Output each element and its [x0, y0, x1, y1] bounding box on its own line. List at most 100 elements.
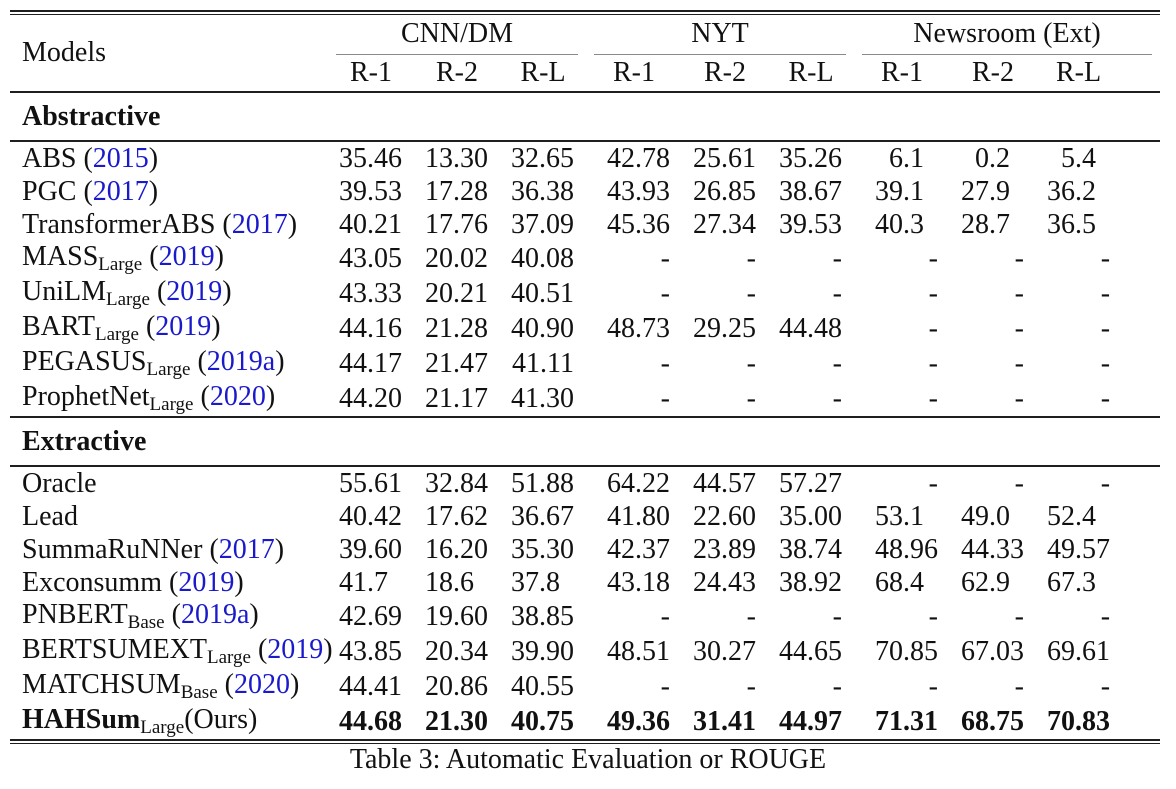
citation-link[interactable]: 2019 — [166, 276, 223, 307]
model-name-cell: Exconsumm (2019) — [22, 566, 244, 598]
score-cell: 45.36 — [607, 208, 670, 240]
section-header-label: Extractive — [10, 416, 1161, 467]
model-size-subscript: Large — [140, 717, 185, 738]
score-cell: - — [1100, 600, 1111, 632]
score-cell: 55.61 — [339, 467, 402, 499]
score-cell: 20.86 — [425, 670, 488, 702]
score-cell: 44.20 — [339, 382, 402, 414]
score-cell: - — [928, 382, 938, 414]
model-name-cell: Lead — [10, 500, 328, 533]
citation-link[interactable]: 2017 — [231, 208, 288, 240]
citation-link[interactable]: 2019a — [180, 599, 250, 630]
score-cell: - — [1100, 312, 1111, 344]
score-cell: 43.93 — [607, 175, 670, 207]
table-row: BERTSUMEXTLarge (2019) 43.85 20.34 39.90 48.… — [10, 634, 1160, 669]
model-name-cell: Oracle — [10, 466, 328, 500]
model-name-cell: ABS (2015) — [22, 142, 159, 174]
citation-link[interactable]: 2019 — [267, 634, 324, 665]
score-cell: 42.37 — [607, 533, 670, 565]
score-cell: - — [928, 277, 938, 309]
score-cell: 41.80 — [607, 500, 670, 532]
score-cell: - — [832, 277, 842, 309]
model-name-cell: MASSLarge (2019) — [22, 241, 224, 275]
table-row: MASSLarge (2019) 43.05 20.02 40.08 - - - - - - — [10, 241, 1160, 276]
score-cell: 35.30 — [511, 533, 574, 565]
score-cell: - — [746, 277, 756, 309]
model-size-subscript: Large — [149, 394, 194, 415]
score-cell: 0.2 — [975, 142, 1010, 174]
citation-link[interactable]: 2019 — [178, 566, 235, 598]
model-name: Oracle — [22, 467, 97, 499]
score-cell: 44.65 — [779, 635, 842, 667]
citation-link[interactable]: 2015 — [92, 142, 149, 174]
score-cell: 17.28 — [425, 175, 488, 207]
score-cell: 39.1 — [875, 175, 924, 207]
model-name-cell: TransformerABS (2017) — [22, 208, 298, 240]
score-cell: 43.33 — [339, 277, 402, 309]
table-bottom-rule — [10, 739, 1160, 744]
model-name: PGC — [22, 175, 77, 207]
table-header: Models CNN/DM NYT Newsroom (Ext) R-1 R-2 R-L R-… — [10, 15, 1161, 93]
score-cell: 39.90 — [511, 635, 574, 667]
metric-column-header: R-1 — [854, 55, 950, 93]
metric-column-header: R-L — [768, 55, 854, 93]
model-name-cell: ProphetNetLarge (2020) — [22, 381, 276, 415]
score-cell: 68.75 — [961, 705, 1024, 737]
score-cell: 35.26 — [779, 142, 842, 174]
citation-link[interactable]: 2019 — [155, 311, 212, 342]
citation-link[interactable]: 2017 — [92, 175, 149, 207]
score-cell: 31.41 — [693, 705, 756, 737]
score-cell: 35.00 — [779, 500, 842, 532]
dataset-group-header: Newsroom (Ext) — [854, 15, 1160, 55]
metric-column-header: R-L — [500, 55, 586, 93]
table-row: BARTLarge (2019) 44.16 21.28 40.90 48.73 29.2… — [10, 311, 1160, 346]
score-cell: - — [832, 242, 842, 274]
model-size-subscript: Large — [106, 289, 150, 310]
citation-link[interactable]: 2020 — [209, 381, 266, 412]
score-cell: 24.43 — [693, 566, 756, 598]
score-cell: 40.51 — [511, 277, 574, 309]
results-table-wrap: Models CNN/DM NYT Newsroom (Ext) R-1 R-2 R-L R-… — [10, 10, 1161, 744]
model-name: ABS — [22, 142, 77, 174]
model-name: Exconsumm — [22, 566, 162, 598]
score-cell: 41.11 — [512, 347, 574, 379]
score-cell: 52.4 — [1047, 500, 1097, 532]
metric-column-header: R-2 — [414, 55, 500, 93]
model-name-cell: BERTSUMEXTLarge (2019) — [22, 634, 333, 668]
citation-link[interactable]: 2019a — [206, 346, 276, 377]
score-cell: 49.0 — [961, 500, 1010, 532]
score-cell: 32.65 — [511, 142, 574, 174]
table-row: Exconsumm (2019) 41.7 18.6 37.8 43.18 24.43 38… — [10, 566, 1160, 599]
metric-column-header: R-2 — [682, 55, 768, 93]
dataset-group-header: CNN/DM — [328, 15, 586, 55]
score-cell: 44.68 — [339, 705, 402, 737]
score-cell: 16.20 — [425, 533, 488, 565]
score-cell: 32.84 — [425, 467, 488, 499]
model-name: UniLM — [22, 276, 106, 307]
score-cell: 18.6 — [425, 566, 474, 598]
table-row: ABS (2015) 35.46 13.30 32.65 42.78 25.61 35.26… — [10, 141, 1160, 175]
model-name-cell: PNBERTBase (2019a) — [22, 599, 259, 633]
table-row: PEGASUSLarge (2019a) 44.17 21.47 41.11 - - - - -… — [10, 346, 1160, 381]
score-cell: 20.34 — [425, 635, 488, 667]
score-cell: 44.48 — [779, 312, 842, 344]
dataset-group-label: Newsroom (Ext) — [862, 18, 1153, 55]
score-cell: 13.30 — [425, 142, 488, 174]
score-cell: - — [928, 347, 938, 379]
citation-link[interactable]: 2017 — [218, 533, 275, 565]
score-cell: 39.53 — [779, 208, 842, 240]
score-cell: 49.36 — [607, 705, 670, 737]
score-cell: - — [660, 382, 670, 414]
model-size-subscript: Large — [95, 324, 139, 345]
score-cell: - — [660, 347, 670, 379]
score-cell: 38.85 — [511, 600, 574, 632]
citation-link[interactable]: 2019 — [158, 241, 215, 272]
score-cell: 68.4 — [875, 566, 924, 598]
score-cell: - — [1014, 242, 1024, 274]
model-name: Lead — [22, 500, 78, 532]
dataset-group-header: NYT — [586, 15, 854, 55]
citation-link[interactable]: 2020 — [233, 669, 290, 700]
score-cell: 36.5 — [1047, 208, 1097, 240]
table-row: SummaRuNNer (2017) 39.60 16.20 35.30 42.37 23… — [10, 533, 1160, 566]
score-cell: 53.1 — [875, 500, 924, 532]
